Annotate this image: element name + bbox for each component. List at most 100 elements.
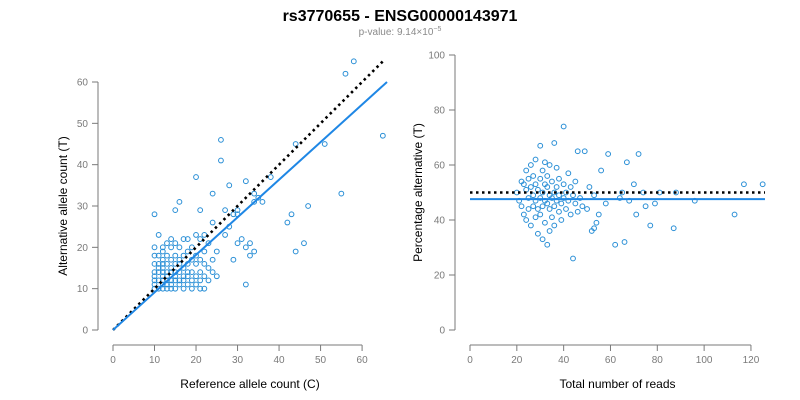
percentage-data-point — [570, 255, 576, 262]
percentage-data-point — [520, 211, 527, 218]
counts-data-point — [168, 269, 175, 276]
counts-data-point — [168, 244, 175, 251]
percentage-x-axis-title: Total number of reads — [559, 377, 675, 391]
counts-data-point — [209, 219, 216, 226]
counts-data-point — [159, 244, 166, 251]
percentage-data-point — [534, 230, 541, 237]
counts-data-point — [193, 174, 199, 180]
counts-data-point — [305, 203, 312, 209]
counts-data-point — [155, 269, 162, 276]
counts-data-point — [180, 277, 187, 284]
counts-data-point — [197, 207, 204, 214]
percentage-data-point — [525, 175, 532, 182]
percentage-data-point — [652, 200, 658, 207]
percentage-data-point — [546, 162, 553, 168]
counts-fitted-line — [112, 81, 388, 331]
counts-data-point — [193, 260, 199, 267]
percentage-data-point — [539, 167, 546, 174]
counts-data-point — [151, 281, 158, 288]
counts-data-point — [205, 277, 212, 284]
counts-data-point — [205, 240, 212, 247]
counts-data-point — [184, 269, 191, 276]
counts-data-point — [247, 240, 253, 247]
percentage-data-point — [556, 192, 562, 199]
percentage-data-point — [534, 206, 541, 212]
counts-data-point — [242, 178, 249, 185]
percentage-data-point — [612, 241, 619, 248]
counts-y-tick-label: 60 — [77, 78, 89, 89]
counts-data-point — [159, 281, 166, 288]
counts-data-point — [201, 260, 208, 267]
percentage-x-tick-label: 0 — [467, 355, 473, 366]
counts-data-point — [164, 269, 170, 276]
percentage-x-tick-label: 80 — [652, 355, 664, 366]
percentage-data-point — [633, 211, 640, 218]
counts-data-point — [159, 273, 166, 280]
percentage-y-tick-label: 40 — [434, 216, 446, 227]
percentage-y-tick-label: 0 — [439, 326, 445, 337]
counts-data-point — [172, 252, 179, 259]
counts-data-point — [159, 269, 166, 276]
counts-data-point — [292, 141, 299, 147]
percentage-data-point — [537, 175, 544, 182]
counts-data-point — [218, 136, 224, 143]
counts-data-point — [180, 236, 187, 242]
counts-data-point — [164, 285, 170, 292]
counts-data-point — [151, 273, 158, 280]
percentage-data-point — [530, 203, 537, 210]
counts-y-tick-label: 40 — [77, 160, 89, 171]
pvalue-exponent: −5 — [433, 26, 441, 33]
figure-title: rs3770655 - ENSG00000143971 — [283, 8, 518, 25]
counts-x-axis-title: Reference allele count (C) — [180, 377, 319, 391]
counts-data-point — [176, 277, 183, 284]
counts-data-point — [172, 277, 179, 284]
percentage-data-point — [605, 151, 612, 157]
percentage-data-point — [670, 225, 677, 232]
counts-data-point — [155, 285, 162, 292]
percentage-data-point — [551, 189, 558, 196]
counts-y-tick-label: 20 — [77, 243, 89, 254]
percentage-data-point — [574, 208, 581, 215]
percentage-data-point — [539, 189, 546, 196]
counts-x-tick-label: 30 — [232, 355, 244, 366]
counts-data-point — [151, 277, 158, 284]
counts-data-point — [255, 194, 262, 201]
percentage-data-point — [542, 159, 548, 166]
percentage-x-tick-label: 20 — [511, 355, 523, 366]
percentage-data-point — [581, 148, 588, 155]
percentage-data-point — [518, 203, 525, 210]
percentage-data-point — [574, 148, 581, 155]
percentage-data-point — [563, 206, 569, 212]
percentage-data-point — [565, 170, 572, 177]
counts-data-point — [180, 285, 187, 292]
percentage-y-tick-label: 20 — [434, 271, 446, 282]
percentage-data-point — [530, 173, 537, 179]
counts-x-tick-label: 50 — [315, 355, 327, 366]
percentage-data-point — [551, 222, 558, 229]
counts-data-point — [168, 236, 175, 242]
counts-data-point — [226, 182, 233, 189]
counts-y-tick-label: 0 — [82, 326, 88, 337]
percentage-data-point — [572, 200, 579, 207]
percentage-data-point — [537, 211, 544, 218]
counts-data-point — [159, 248, 166, 255]
counts-data-point — [197, 256, 204, 263]
counts-data-point — [205, 265, 212, 271]
counts-y-tick-label: 50 — [77, 119, 89, 130]
counts-data-point — [184, 281, 191, 288]
percentage-data-point — [673, 189, 679, 196]
counts-data-point — [197, 269, 204, 276]
percentage-data-point — [544, 200, 551, 207]
counts-data-point — [188, 277, 195, 284]
percentage-data-point — [532, 214, 539, 221]
left-panel-counts-scatter: 0 10 20 30 40 50 60 0 10 20 30 40 50 60 Reference alle… — [56, 58, 388, 391]
percentage-data-point — [523, 217, 530, 223]
counts-data-point — [180, 273, 187, 280]
percentage-data-point — [523, 167, 530, 174]
percentage-data-point — [567, 184, 574, 190]
percentage-data-point — [577, 195, 583, 201]
percentage-data-point — [549, 214, 555, 221]
counts-data-point — [213, 273, 220, 280]
counts-data-point — [259, 198, 266, 205]
percentage-data-point — [553, 184, 560, 190]
